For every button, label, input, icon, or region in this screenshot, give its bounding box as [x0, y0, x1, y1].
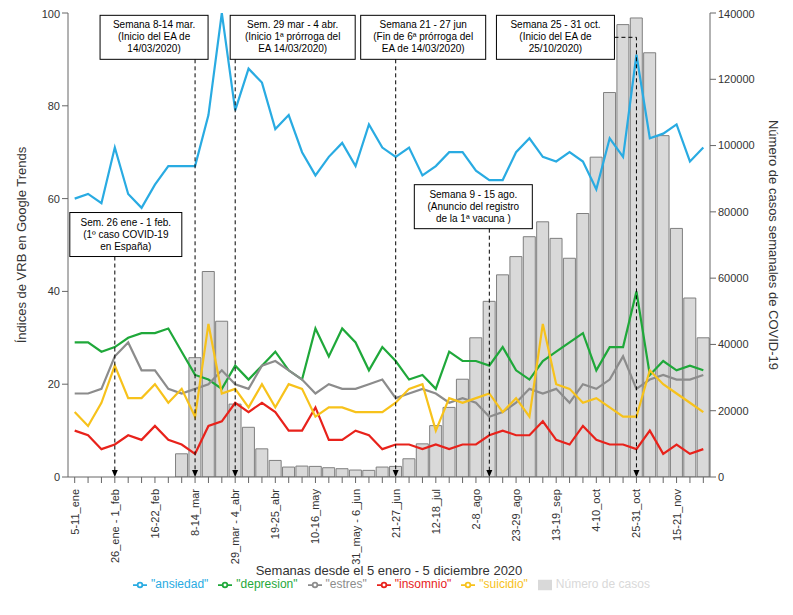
svg-text:2-8_ago: 2-8_ago — [470, 489, 482, 529]
svg-text:Semana 21 - 27 jun: Semana 21 - 27 jun — [380, 19, 467, 30]
svg-text:100: 100 — [42, 8, 60, 20]
svg-text:Semana 9 - 15 ago.: Semana 9 - 15 ago. — [429, 189, 517, 200]
svg-text:5-11_ene: 5-11_ene — [69, 489, 81, 535]
svg-text:Semana 8-14 mar.: Semana 8-14 mar. — [113, 19, 195, 30]
svg-text:140000: 140000 — [718, 8, 755, 20]
svg-text:Sem. 26 ene - 1 feb.: Sem. 26 ene - 1 feb. — [81, 217, 172, 228]
svg-text:Sem. 29 mar - 4 abr.: Sem. 29 mar - 4 abr. — [247, 19, 338, 30]
svg-text:0: 0 — [718, 471, 724, 483]
svg-text:20: 20 — [48, 378, 60, 390]
svg-text:80000: 80000 — [718, 206, 749, 218]
html-text:Número de casos: Número de casos — [555, 577, 650, 591]
svg-text:21-27_jun: 21-27_jun — [390, 489, 402, 538]
svg-text:60000: 60000 — [718, 272, 749, 284]
svg-text:23-29_ago: 23-29_ago — [510, 489, 522, 542]
svg-text:13-19_sep: 13-19_sep — [550, 489, 562, 541]
svg-text:19-25_abr: 19-25_abr — [269, 489, 281, 539]
svg-text:4-10_oct: 4-10_oct — [590, 489, 602, 532]
html-text:"suicidio": "suicidio" — [479, 577, 528, 591]
svg-text:EA de 14/03/2020): EA de 14/03/2020) — [382, 43, 465, 54]
svg-text:14/03/2020): 14/03/2020) — [127, 43, 180, 54]
svg-text:29_mar - 4_abr: 29_mar - 4_abr — [229, 489, 241, 565]
svg-text:40000: 40000 — [718, 338, 749, 350]
html-text:"depresion": "depresion" — [236, 577, 298, 591]
html-text:"estres": "estres" — [325, 577, 367, 591]
svg-text:Semanas desde el 5 enero - 5 d: Semanas desde el 5 enero - 5 diciembre 2… — [256, 563, 523, 578]
svg-text:0: 0 — [54, 471, 60, 483]
svg-text:8-14_mar: 8-14_mar — [189, 489, 201, 536]
svg-text:(Inicio 1ª prórroga del: (Inicio 1ª prórroga del — [245, 31, 340, 42]
svg-text:Índices de VRB en Google Trend: Índices de VRB en Google Trends — [14, 146, 29, 343]
svg-text:Semana 25 - 31 oct.: Semana 25 - 31 oct. — [510, 19, 600, 30]
svg-text:10-16_may: 10-16_may — [309, 489, 321, 545]
svg-text:20000: 20000 — [718, 405, 749, 417]
svg-text:16-22_feb: 16-22_feb — [149, 489, 161, 539]
html-text:"insomnio": "insomnio" — [394, 577, 452, 591]
svg-text:100000: 100000 — [718, 139, 755, 151]
svg-text:26_ene - 1_feb: 26_ene - 1_feb — [109, 489, 121, 563]
svg-text:15-21_nov: 15-21_nov — [671, 489, 683, 541]
svg-text:31_may - 6_jun: 31_may - 6_jun — [350, 489, 362, 565]
svg-text:en España): en España) — [100, 241, 151, 252]
svg-text:(Inicio del EA de: (Inicio del EA de — [118, 31, 191, 42]
svg-text:(Fin de 6ª prórroga del: (Fin de 6ª prórroga del — [373, 31, 473, 42]
svg-text:Número de casos semanales de C: Número de casos semanales de COVID-19 — [766, 120, 781, 370]
svg-text:120000: 120000 — [718, 73, 755, 85]
svg-text:12-18_jul: 12-18_jul — [430, 489, 442, 534]
svg-text:40: 40 — [48, 285, 60, 297]
svg-text:(Inicio del EA de: (Inicio del EA de — [519, 31, 592, 42]
svg-text:de la 1ª vacuna ): de la 1ª vacuna ) — [436, 213, 511, 224]
svg-text:80: 80 — [48, 100, 60, 112]
svg-text:60: 60 — [48, 193, 60, 205]
svg-text:(1º caso COVID-19: (1º caso COVID-19 — [83, 229, 169, 240]
svg-text:(Anuncio del registro: (Anuncio del registro — [427, 201, 519, 212]
svg-text:EA 14/03/2020): EA 14/03/2020) — [258, 43, 327, 54]
html-text:"ansiedad": "ansiedad" — [151, 577, 209, 591]
svg-text:25-31_oct: 25-31_oct — [630, 489, 642, 538]
svg-text:25/10/2020): 25/10/2020) — [529, 43, 582, 54]
